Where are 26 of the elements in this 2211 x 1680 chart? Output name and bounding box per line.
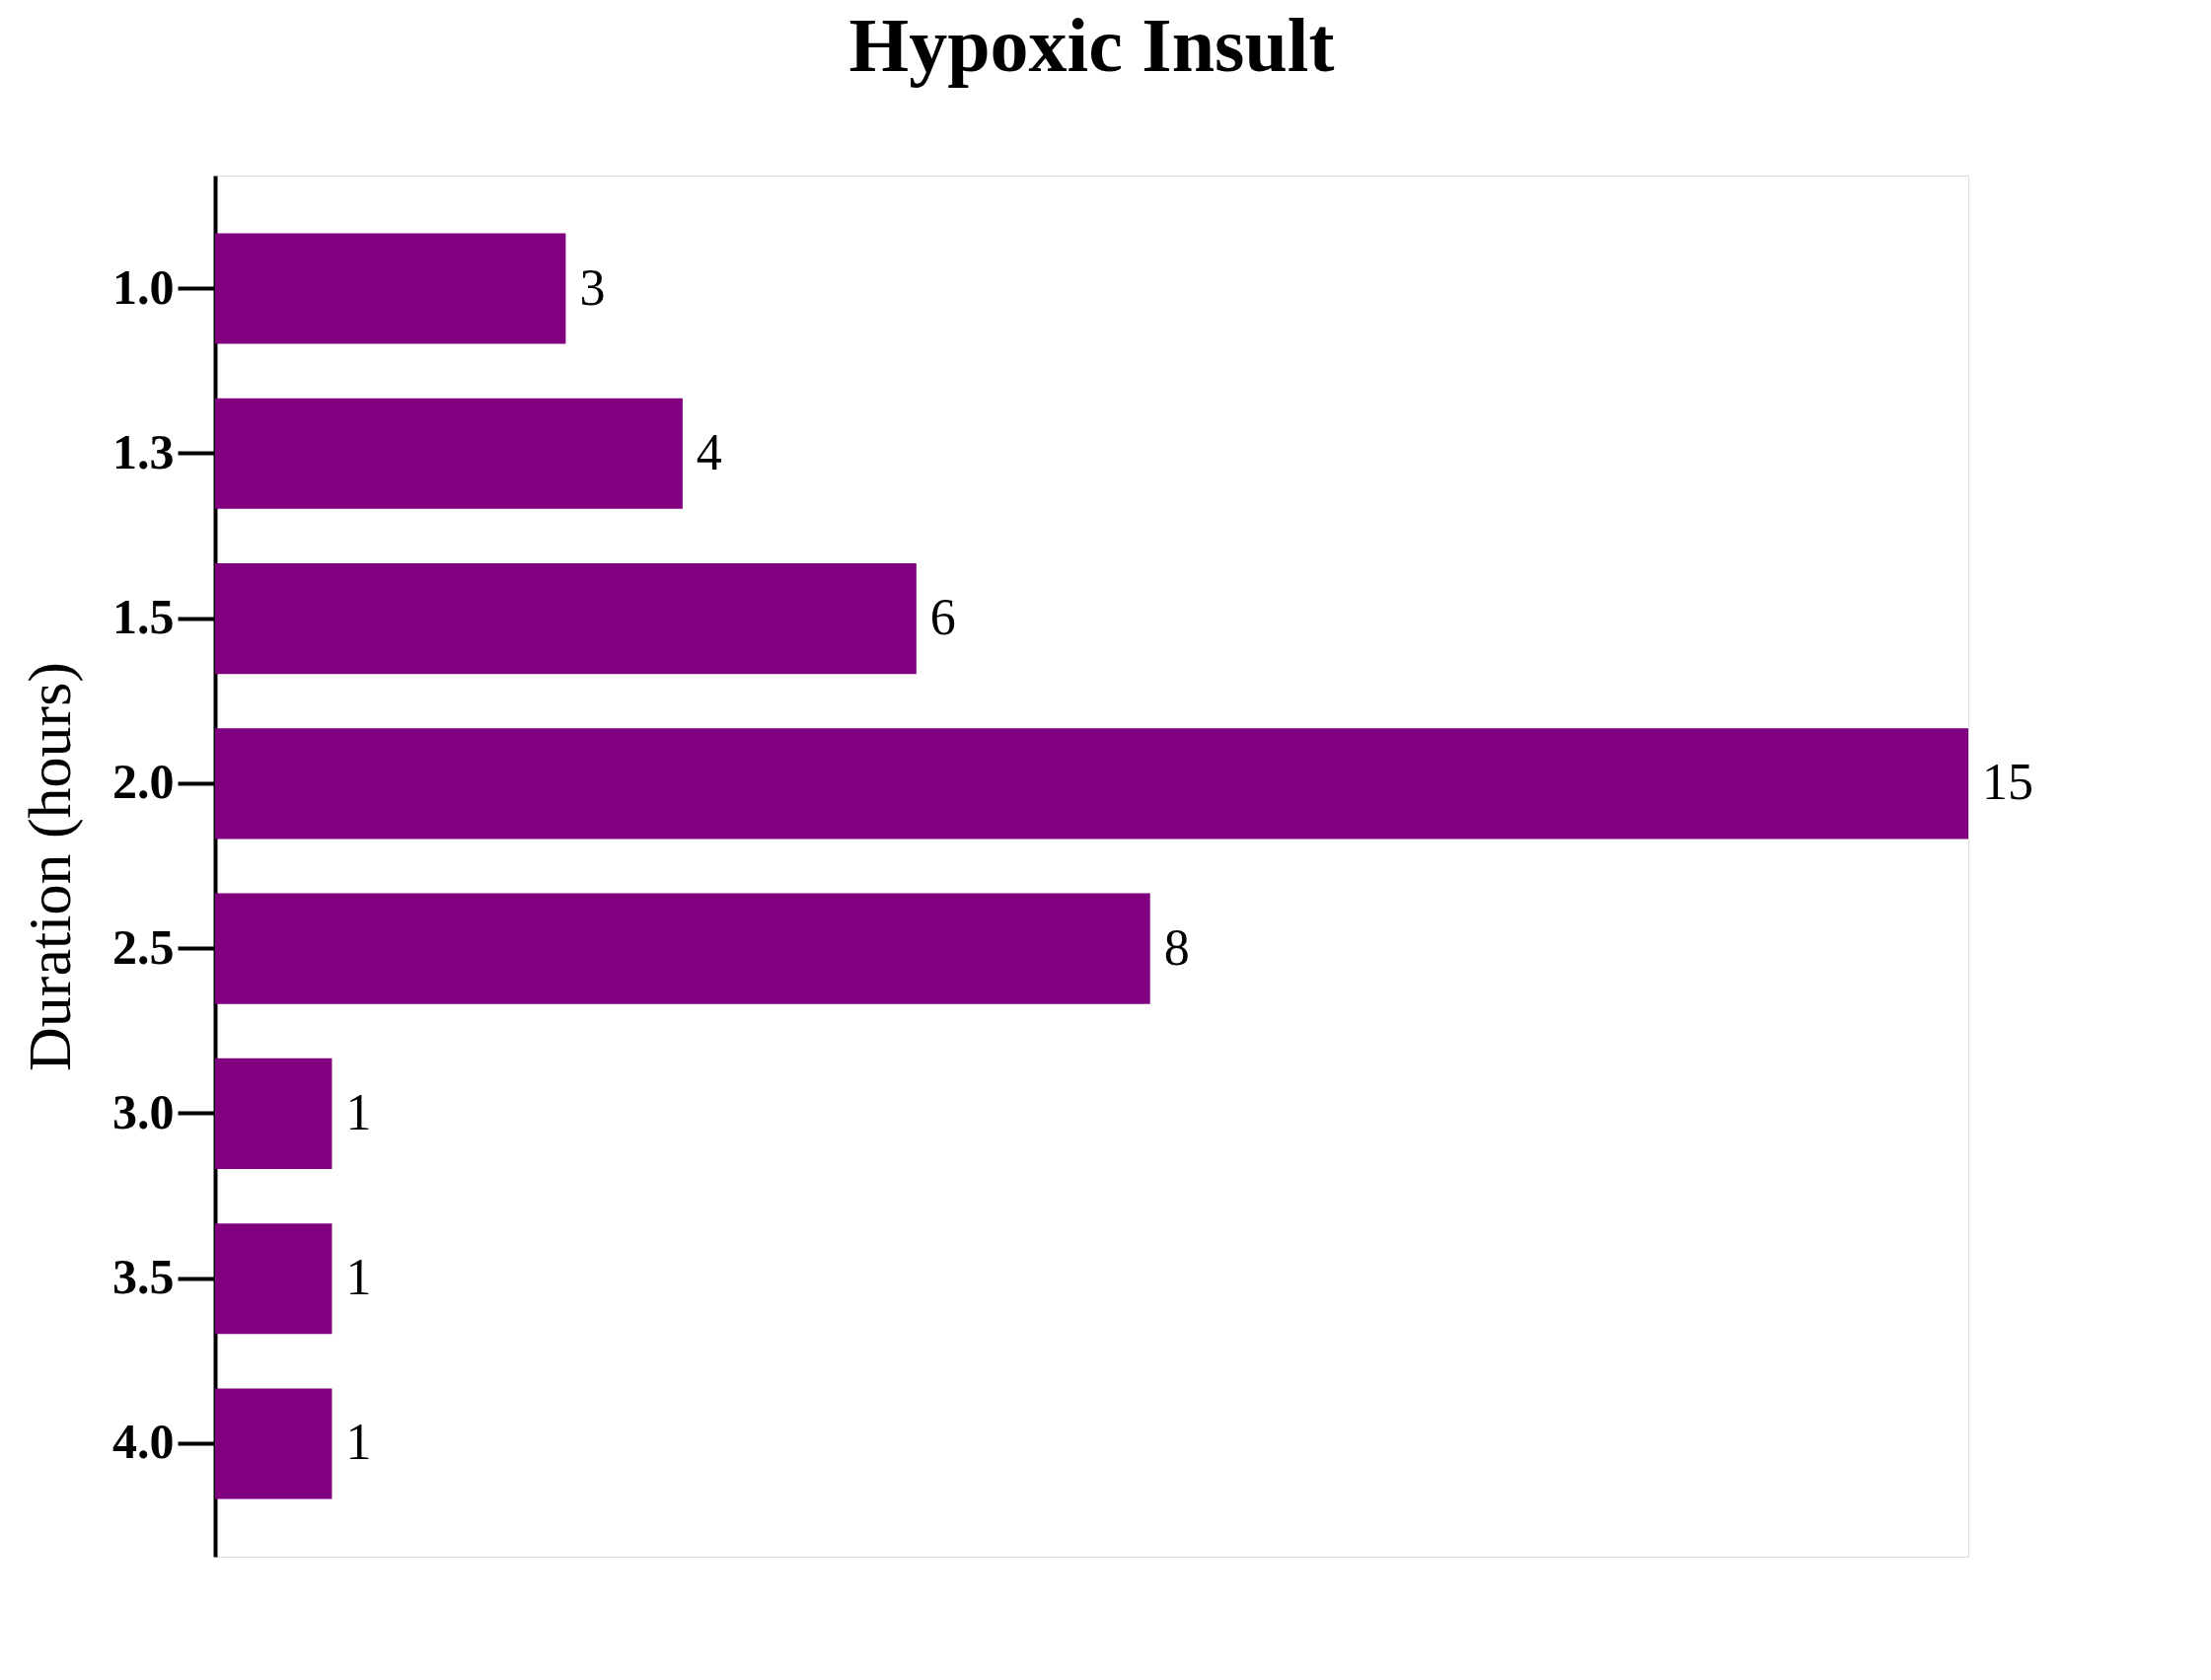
data-label: 6 (929, 589, 956, 646)
bar (215, 563, 917, 675)
y-tick-label: 3.5 (112, 1249, 175, 1305)
y-tick-label: 1.0 (112, 258, 175, 315)
bar (215, 233, 566, 344)
data-label: 4 (696, 423, 722, 480)
y-tick-label: 2.5 (112, 918, 175, 975)
y-tick-label: 2.0 (112, 754, 175, 810)
bar (215, 1388, 332, 1499)
data-label: 8 (1163, 918, 1190, 976)
y-tick-label: 3.0 (112, 1083, 175, 1139)
bar (215, 893, 1150, 1004)
bar (215, 1058, 332, 1169)
data-label: 3 (579, 258, 606, 316)
y-axis-title: Duration (hours) (16, 662, 84, 1071)
data-label: 1 (345, 1414, 372, 1471)
bar (215, 1223, 332, 1335)
data-label: 15 (1982, 754, 2033, 811)
y-tick-label: 1.3 (112, 423, 175, 479)
data-label: 1 (345, 1249, 372, 1306)
data-label: 1 (345, 1083, 372, 1140)
bar (215, 728, 1968, 840)
y-tick-label: 1.5 (112, 589, 175, 645)
bar (215, 398, 683, 509)
y-tick-label: 4.0 (112, 1414, 175, 1470)
chart-title: Hypoxic Insult (848, 2, 1335, 88)
